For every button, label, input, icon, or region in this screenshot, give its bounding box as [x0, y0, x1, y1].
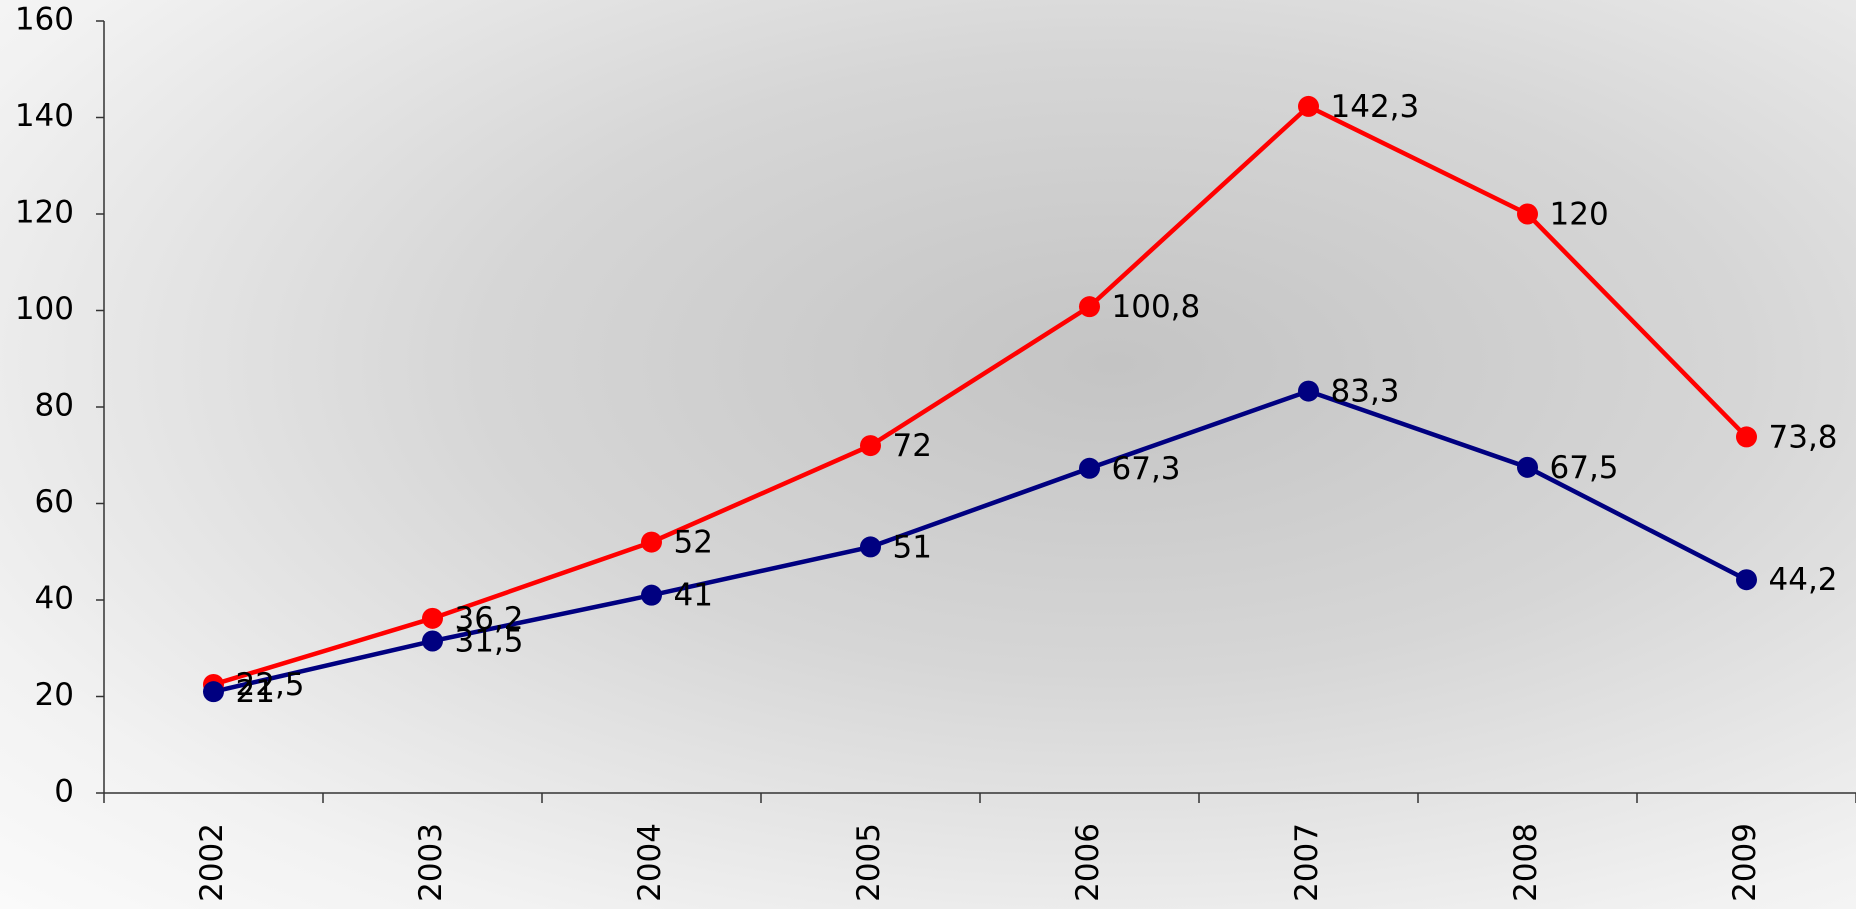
data-label: 120	[1550, 197, 1609, 233]
data-label: 100,8	[1112, 289, 1201, 325]
point	[641, 531, 662, 553]
data-label: 52	[674, 525, 713, 561]
x-tick-label: 2003	[413, 823, 449, 902]
series-line	[212, 388, 1748, 694]
data-label: 31,5	[455, 624, 524, 660]
point	[641, 584, 662, 606]
x-tick-label: 2007	[1289, 823, 1325, 902]
point	[1517, 203, 1538, 225]
x-tick-label: 2004	[632, 823, 668, 902]
series-line	[212, 103, 1749, 687]
y-tick-label: 40	[35, 581, 74, 617]
point	[203, 681, 224, 703]
x-tick-label: 2006	[1070, 823, 1106, 902]
point	[1517, 456, 1538, 478]
y-tick-label: 80	[35, 388, 74, 424]
point	[422, 607, 443, 629]
point	[1079, 457, 1100, 479]
point	[1298, 380, 1319, 402]
data-label: 67,3	[1112, 451, 1181, 487]
point	[422, 630, 443, 652]
x-tick-label: 2005	[851, 823, 887, 902]
point	[1736, 569, 1757, 591]
y-tick-label: 60	[35, 484, 74, 520]
point	[860, 435, 881, 457]
y-tick-label: 0	[54, 774, 74, 810]
point	[860, 536, 881, 558]
point	[1298, 95, 1319, 117]
x-tick-label: 2002	[194, 823, 230, 902]
data-label: 67,5	[1550, 450, 1619, 486]
y-tick-label: 100	[15, 291, 74, 327]
x-tick-label: 2009	[1727, 823, 1763, 902]
x-tick-label: 2008	[1508, 823, 1544, 902]
data-label: 44,2	[1769, 562, 1838, 598]
y-tick-label: 160	[15, 2, 74, 38]
data-label: 73,8	[1769, 419, 1838, 455]
point	[1079, 296, 1100, 318]
y-tick-label: 140	[15, 98, 74, 134]
data-label: 142,3	[1331, 89, 1420, 125]
data-label: 21	[236, 674, 275, 710]
data-label: 41	[674, 578, 713, 614]
data-label: 22,5	[236, 667, 305, 703]
data-label: 51	[893, 529, 932, 565]
data-label: 72	[893, 428, 932, 464]
y-tick-label: 20	[35, 677, 74, 713]
data-label: 36,2	[455, 601, 524, 637]
point	[1736, 426, 1757, 448]
data-label: 83,3	[1331, 374, 1400, 410]
y-tick-label: 120	[15, 195, 74, 231]
